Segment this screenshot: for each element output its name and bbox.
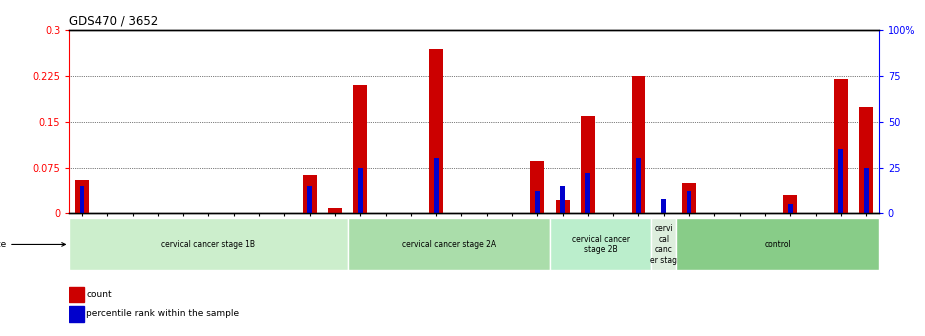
- Bar: [75, 180, 89, 213]
- Bar: [651, 218, 676, 270]
- Bar: [353, 85, 367, 213]
- Bar: [682, 183, 696, 213]
- Bar: [550, 218, 651, 270]
- Bar: [358, 168, 363, 213]
- Bar: [307, 186, 312, 213]
- Bar: [838, 149, 844, 213]
- Bar: [676, 218, 879, 270]
- Text: GDS470 / 3652: GDS470 / 3652: [69, 15, 158, 28]
- Bar: [69, 218, 348, 270]
- Bar: [632, 76, 646, 213]
- Bar: [69, 287, 84, 302]
- Bar: [69, 306, 84, 322]
- Text: cervical cancer stage 1B: cervical cancer stage 1B: [162, 240, 255, 249]
- Bar: [80, 186, 84, 213]
- Bar: [833, 79, 848, 213]
- Bar: [561, 186, 565, 213]
- Text: cervical cancer stage 2A: cervical cancer stage 2A: [401, 240, 496, 249]
- Text: cervical cancer
stage 2B: cervical cancer stage 2B: [572, 235, 630, 254]
- Bar: [535, 192, 539, 213]
- Bar: [434, 158, 438, 213]
- Bar: [586, 173, 590, 213]
- Bar: [636, 158, 641, 213]
- Bar: [859, 107, 873, 213]
- Text: count: count: [86, 290, 112, 298]
- Bar: [864, 168, 869, 213]
- Bar: [686, 192, 692, 213]
- Bar: [661, 199, 666, 213]
- Bar: [788, 204, 793, 213]
- Bar: [328, 208, 342, 213]
- Bar: [429, 48, 443, 213]
- Text: disease state: disease state: [0, 240, 66, 249]
- Text: cervi
cal
canc
er stag: cervi cal canc er stag: [650, 224, 677, 264]
- Text: control: control: [764, 240, 791, 249]
- Bar: [581, 116, 595, 213]
- Bar: [556, 200, 570, 213]
- Bar: [348, 218, 550, 270]
- Text: percentile rank within the sample: percentile rank within the sample: [86, 309, 240, 318]
- Bar: [302, 175, 316, 213]
- Bar: [530, 162, 544, 213]
- Bar: [783, 195, 797, 213]
